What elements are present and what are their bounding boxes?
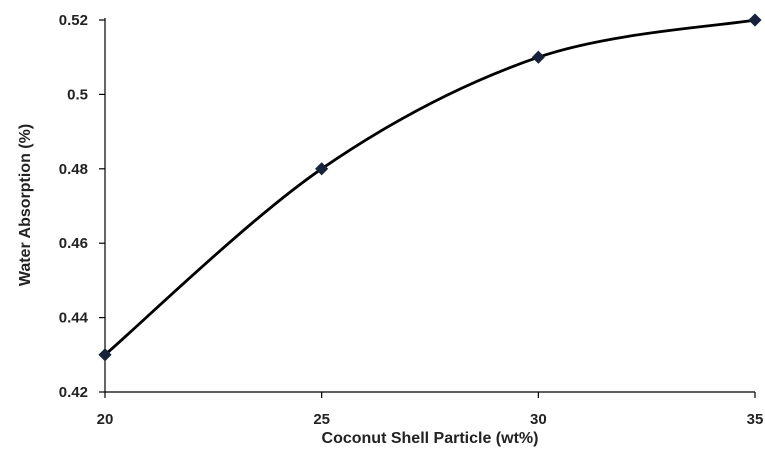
y-axis-ticks: 0.42 0.44 0.46 0.48 0.5 0.52 [59,12,105,401]
x-axis-title: Coconut Shell Particle (wt%) [322,430,539,447]
axes [104,18,755,393]
data-markers [98,13,762,362]
data-point-marker [98,348,112,362]
x-axis-ticks: 20 25 30 35 [97,392,764,428]
x-tick-label: 25 [313,411,330,428]
x-tick-label: 35 [747,411,764,428]
y-tick-label: 0.42 [59,384,88,401]
y-tick-label: 0.46 [59,235,88,252]
y-tick-label: 0.44 [59,310,89,327]
series-line [103,18,757,357]
x-tick-label: 30 [530,411,547,428]
y-axis-title: Water Absorption (%) [17,124,34,286]
y-tick-label: 0.48 [59,161,88,178]
y-tick-label: 0.52 [59,12,88,29]
data-point-marker [748,13,762,27]
x-tick-label: 20 [97,411,114,428]
data-point-marker [315,162,329,176]
data-point-marker [531,50,545,64]
y-tick-label: 0.5 [67,86,88,103]
series-group [103,18,757,357]
